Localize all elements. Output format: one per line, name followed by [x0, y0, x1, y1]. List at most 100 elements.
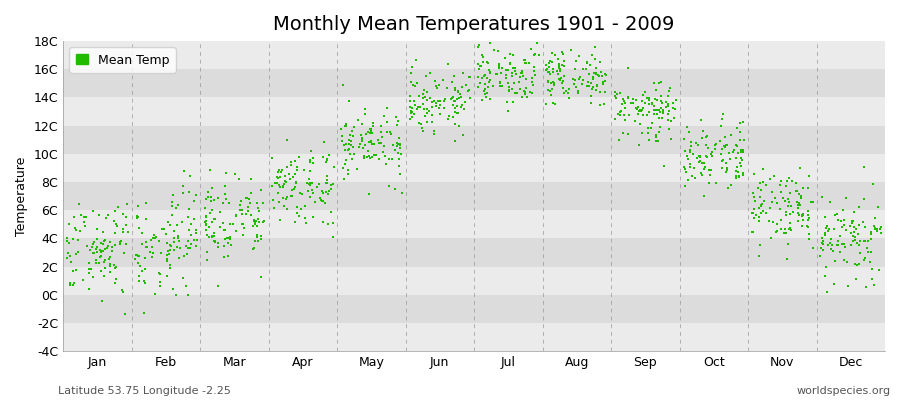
Point	[525, 46, 539, 52]
Point	[755, 166, 770, 172]
Point	[403, 93, 418, 99]
Point	[864, 229, 878, 235]
Point	[392, 163, 406, 169]
Point	[380, 105, 394, 111]
Point	[336, 165, 350, 171]
Point	[274, 169, 289, 175]
Point	[865, 266, 879, 272]
Point	[871, 266, 886, 273]
Point	[590, 86, 604, 93]
Point	[729, 174, 743, 181]
Point	[390, 122, 404, 128]
Point	[145, 254, 159, 260]
Point	[113, 238, 128, 245]
Point	[824, 236, 838, 242]
Point	[344, 142, 358, 148]
Point	[146, 235, 160, 241]
Point	[250, 232, 265, 238]
Point	[586, 84, 600, 90]
Point	[656, 107, 670, 113]
Point	[294, 206, 309, 212]
Point	[101, 212, 115, 218]
Point	[189, 230, 203, 237]
Point	[608, 92, 622, 99]
Point	[207, 196, 221, 203]
Point	[302, 156, 317, 163]
Point	[346, 144, 361, 150]
Point	[611, 136, 625, 143]
Point	[148, 234, 163, 240]
Point	[184, 221, 198, 227]
Point	[525, 90, 539, 97]
Point	[851, 222, 866, 228]
Point	[384, 155, 399, 162]
Point	[419, 118, 434, 125]
Point	[165, 199, 179, 205]
Point	[621, 95, 635, 101]
Point	[867, 282, 881, 288]
Point	[199, 221, 213, 227]
Point	[868, 225, 882, 232]
Point	[87, 250, 102, 256]
Point	[616, 112, 631, 118]
Point	[532, 52, 546, 58]
Point	[66, 236, 80, 242]
Point	[219, 170, 233, 176]
Point	[84, 266, 98, 272]
Point	[471, 84, 485, 90]
Point	[361, 129, 375, 135]
Point	[79, 214, 94, 220]
Point	[585, 74, 599, 80]
Point	[61, 250, 76, 256]
Point	[358, 110, 373, 117]
Point	[562, 86, 576, 92]
Point	[365, 130, 380, 136]
Point	[177, 252, 192, 259]
Point	[94, 248, 108, 255]
Point	[858, 224, 872, 230]
Point	[667, 115, 681, 121]
Point	[778, 226, 792, 232]
Point	[271, 190, 285, 196]
Point	[545, 79, 560, 86]
Point	[96, 273, 111, 279]
Point	[747, 170, 761, 177]
Point	[94, 298, 109, 304]
Point	[559, 88, 573, 94]
Point	[571, 87, 585, 94]
Point	[316, 198, 330, 204]
Point	[418, 94, 432, 100]
Point	[847, 224, 861, 230]
Point	[218, 226, 232, 233]
Point	[575, 81, 590, 88]
Point	[517, 57, 531, 64]
Point	[130, 252, 144, 258]
Point	[476, 73, 491, 79]
Point	[284, 192, 298, 199]
Point	[493, 80, 508, 86]
Point	[557, 72, 572, 79]
Point	[734, 148, 749, 155]
Point	[64, 259, 78, 265]
Point	[208, 238, 222, 245]
Point	[416, 95, 430, 102]
Point	[652, 107, 667, 114]
Point	[550, 68, 564, 74]
Point	[239, 195, 254, 201]
Point	[71, 248, 86, 255]
Point	[589, 70, 603, 76]
Point	[848, 260, 862, 267]
Point	[736, 149, 751, 155]
Point	[320, 180, 335, 186]
Point	[844, 218, 859, 224]
Point	[433, 102, 447, 108]
Point	[103, 254, 117, 260]
Point	[608, 116, 622, 122]
Point	[480, 89, 494, 96]
Point	[371, 137, 385, 144]
Point	[629, 104, 643, 111]
Point	[871, 204, 886, 210]
Point	[254, 235, 268, 242]
Point	[452, 123, 466, 130]
Point	[701, 145, 716, 152]
